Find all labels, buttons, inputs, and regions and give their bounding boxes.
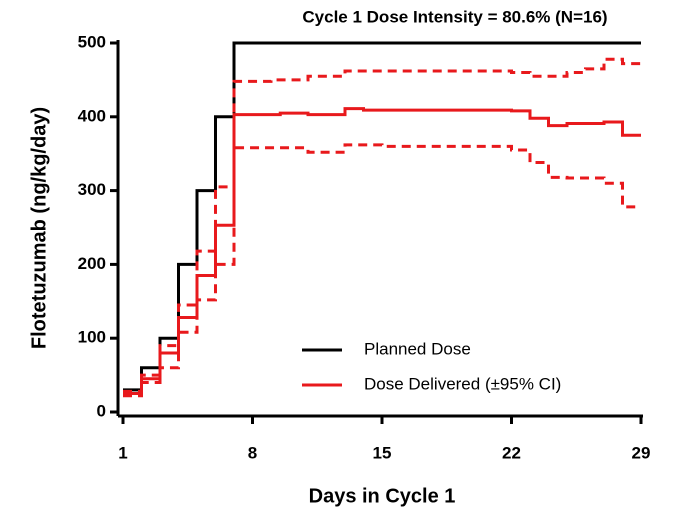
y-tick-label: 100 bbox=[78, 328, 106, 347]
x-tick-label: 22 bbox=[502, 443, 521, 462]
series-line bbox=[123, 57, 641, 393]
x-tick-label: 29 bbox=[632, 443, 651, 462]
series-line bbox=[123, 143, 641, 398]
y-tick-label: 200 bbox=[78, 254, 106, 273]
x-tick-label: 8 bbox=[248, 443, 257, 462]
x-tick-label: 1 bbox=[118, 443, 127, 462]
y-tick-label: 0 bbox=[97, 401, 106, 420]
chart-title: Cycle 1 Dose Intensity = 80.6% (N=16) bbox=[302, 7, 607, 26]
y-axis-label: Flotetuzumab (ng/kg/day) bbox=[28, 107, 50, 349]
series-line bbox=[123, 41, 641, 392]
x-axis-label: Days in Cycle 1 bbox=[309, 485, 456, 507]
y-tick-label: 300 bbox=[78, 180, 106, 199]
legend-label: Planned Dose bbox=[364, 339, 471, 358]
x-tick-label: 15 bbox=[373, 443, 392, 462]
y-tick-label: 500 bbox=[78, 32, 106, 51]
legend-label: Dose Delivered (±95% CI) bbox=[364, 374, 561, 393]
y-tick-label: 400 bbox=[78, 106, 106, 125]
